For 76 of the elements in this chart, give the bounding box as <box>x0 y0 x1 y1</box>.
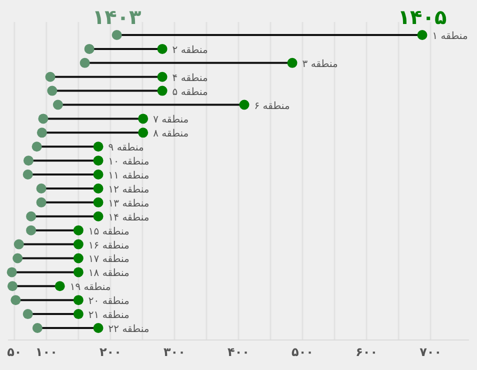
point <box>26 211 36 222</box>
point <box>73 309 84 320</box>
y-tick-label: منطقه ۴ <box>172 72 208 84</box>
y-tick-label: منطقه ۱۹ <box>70 282 111 294</box>
point <box>52 100 63 110</box>
point <box>138 114 148 124</box>
point <box>73 267 84 278</box>
point <box>32 142 42 152</box>
point <box>36 197 46 208</box>
y-tick-label: منطقه ۲۱ <box>88 310 130 322</box>
y-tick-label: منطقه ۱۱ <box>108 170 150 182</box>
y-tick-label: منطقه ۶ <box>254 100 290 112</box>
point <box>36 183 46 194</box>
point <box>73 295 84 306</box>
point <box>157 72 168 82</box>
point <box>157 86 168 96</box>
x-tick-label: ۷۰۰ <box>420 345 442 359</box>
x-tick-label: ۲۰۰ <box>99 345 122 359</box>
point <box>45 72 56 82</box>
point <box>112 30 122 40</box>
point <box>93 183 104 194</box>
point <box>93 156 104 166</box>
y-tick-label: منطقه ۹ <box>108 142 144 154</box>
x-tick-label: ۱۰۰ <box>35 345 58 359</box>
x-tick-label: ۵۰۰ <box>292 345 314 359</box>
y-tick-label: منطقه ۸ <box>153 128 189 140</box>
y-tick-label: منطقه ۲۲ <box>108 324 150 335</box>
point <box>38 114 48 124</box>
x-tick-label: ۶۰۰ <box>356 345 378 359</box>
point <box>47 86 58 96</box>
x-tick-label: ۵۰ <box>7 345 22 359</box>
point <box>287 58 298 68</box>
series-label: ۱۴۰۵ <box>398 5 447 29</box>
y-tick-label: منطقه ۱۲ <box>108 184 150 196</box>
point <box>10 295 21 306</box>
point <box>93 323 104 333</box>
y-tick-label: منطقه ۱ <box>432 31 468 42</box>
point <box>93 170 104 180</box>
y-tick-label: منطقه ۱۸ <box>88 268 130 280</box>
point <box>14 239 24 250</box>
series-label: ۱۴۰۳ <box>92 5 142 29</box>
y-tick-label: منطقه ۱۴ <box>108 212 150 224</box>
y-tick-label: منطقه ۱۰ <box>108 156 150 168</box>
point <box>84 44 94 54</box>
y-tick-label: منطقه ۵ <box>172 86 208 98</box>
point <box>239 100 250 110</box>
point <box>26 225 36 236</box>
point <box>138 128 148 138</box>
point <box>22 170 33 180</box>
y-tick-label: منطقه ۷ <box>153 114 189 126</box>
point <box>73 253 84 264</box>
point <box>54 281 65 292</box>
y-tick-label: منطقه ۱۵ <box>88 226 130 238</box>
point <box>157 44 168 54</box>
point <box>7 281 18 292</box>
point <box>93 211 104 222</box>
y-tick-label: منطقه ۱۳ <box>108 198 150 210</box>
point <box>22 309 33 320</box>
point <box>12 253 23 264</box>
y-tick-label: منطقه ۲۰ <box>88 296 130 308</box>
x-tick-label: ۳۰۰ <box>163 345 186 359</box>
point <box>93 197 104 208</box>
y-tick-label: منطقه ۱۶ <box>88 240 130 252</box>
y-tick-label: منطقه ۱۷ <box>88 254 130 266</box>
point <box>417 30 428 40</box>
point <box>6 267 17 278</box>
y-tick-label: منطقه ۲ <box>172 44 208 56</box>
point <box>80 58 90 68</box>
x-tick-label: ۴۰۰ <box>228 345 250 359</box>
point <box>32 323 42 333</box>
y-tick-label: منطقه ۳ <box>302 58 338 70</box>
point <box>73 239 84 250</box>
point <box>73 225 84 236</box>
point <box>36 128 47 138</box>
point <box>23 156 34 166</box>
point <box>93 142 104 152</box>
